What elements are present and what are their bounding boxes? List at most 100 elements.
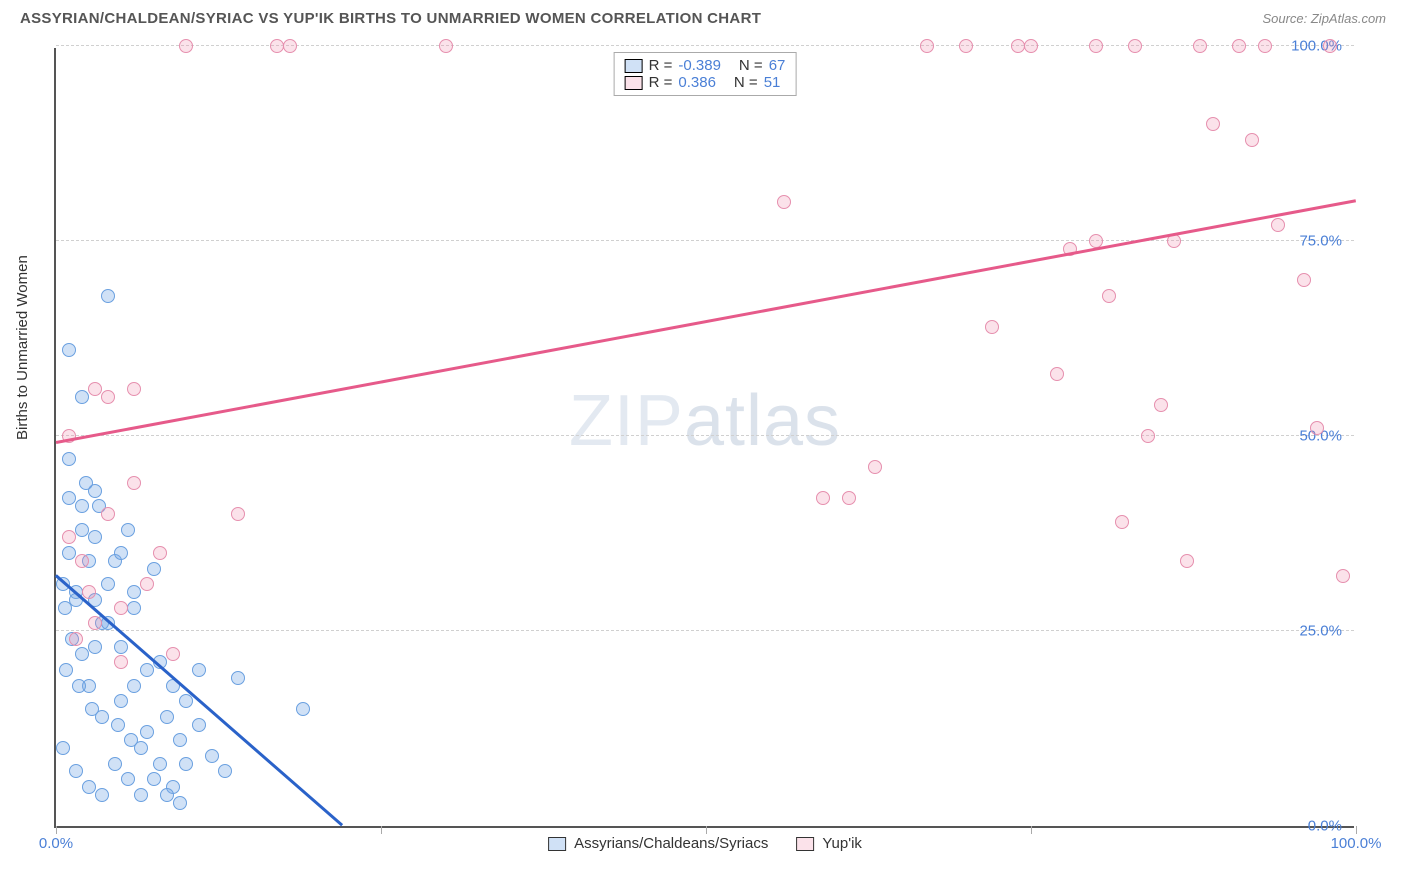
data-point bbox=[959, 39, 973, 53]
data-point bbox=[72, 679, 86, 693]
x-tick-label: 0.0% bbox=[39, 835, 73, 852]
data-point bbox=[179, 694, 193, 708]
legend-item: Yup'ik bbox=[796, 835, 862, 852]
data-point bbox=[114, 601, 128, 615]
x-tick bbox=[1031, 826, 1032, 834]
data-point bbox=[1323, 39, 1337, 53]
data-point bbox=[62, 530, 76, 544]
y-tick-label: 0.0% bbox=[1308, 818, 1342, 835]
data-point bbox=[121, 772, 135, 786]
data-point bbox=[296, 702, 310, 716]
watermark: ZIPatlas bbox=[569, 380, 841, 462]
y-tick-label: 75.0% bbox=[1299, 233, 1342, 250]
gridline-h bbox=[56, 435, 1354, 436]
data-point bbox=[140, 663, 154, 677]
data-point bbox=[147, 562, 161, 576]
data-point bbox=[127, 585, 141, 599]
data-point bbox=[1297, 273, 1311, 287]
data-point bbox=[134, 788, 148, 802]
correlation-legend-row: R = -0.389N = 67 bbox=[625, 57, 786, 74]
correlation-legend-row: R = 0.386N = 51 bbox=[625, 74, 786, 91]
data-point bbox=[82, 780, 96, 794]
data-point bbox=[173, 733, 187, 747]
data-point bbox=[153, 757, 167, 771]
y-axis-label: Births to Unmarried Women bbox=[14, 255, 31, 440]
data-point bbox=[153, 546, 167, 560]
x-tick bbox=[56, 826, 57, 834]
data-point bbox=[160, 710, 174, 724]
data-point bbox=[101, 507, 115, 521]
data-point bbox=[140, 577, 154, 591]
data-point bbox=[101, 390, 115, 404]
data-point bbox=[59, 663, 73, 677]
data-point bbox=[205, 749, 219, 763]
data-point bbox=[88, 530, 102, 544]
data-point bbox=[127, 601, 141, 615]
data-point bbox=[62, 546, 76, 560]
data-point bbox=[179, 757, 193, 771]
gridline-h bbox=[56, 630, 1354, 631]
data-point bbox=[920, 39, 934, 53]
data-point bbox=[231, 671, 245, 685]
data-point bbox=[114, 640, 128, 654]
data-point bbox=[173, 796, 187, 810]
data-point bbox=[1011, 39, 1025, 53]
data-point bbox=[270, 39, 284, 53]
series-legend: Assyrians/Chaldeans/Syriacs Yup'ik bbox=[548, 835, 862, 852]
x-tick bbox=[381, 826, 382, 834]
data-point bbox=[127, 679, 141, 693]
data-point bbox=[85, 702, 99, 716]
data-point bbox=[1258, 39, 1272, 53]
data-point bbox=[816, 491, 830, 505]
x-tick-label: 100.0% bbox=[1331, 835, 1382, 852]
data-point bbox=[1089, 39, 1103, 53]
correlation-legend: R = -0.389N = 67R = 0.386N = 51 bbox=[614, 52, 797, 96]
data-point bbox=[114, 546, 128, 560]
data-point bbox=[1102, 289, 1116, 303]
data-point bbox=[1128, 39, 1142, 53]
data-point bbox=[140, 725, 154, 739]
data-point bbox=[283, 39, 297, 53]
data-point bbox=[62, 343, 76, 357]
chart-title: ASSYRIAN/CHALDEAN/SYRIAC VS YUP'IK BIRTH… bbox=[20, 10, 761, 27]
data-point bbox=[1180, 554, 1194, 568]
data-point bbox=[127, 476, 141, 490]
chart-plot-area: ZIPatlas R = -0.389N = 67R = 0.386N = 51… bbox=[54, 48, 1354, 828]
legend-swatch bbox=[796, 837, 814, 851]
data-point bbox=[1141, 429, 1155, 443]
data-point bbox=[1232, 39, 1246, 53]
data-point bbox=[1024, 39, 1038, 53]
data-point bbox=[1193, 39, 1207, 53]
data-point bbox=[147, 772, 161, 786]
source-label: Source: ZipAtlas.com bbox=[1262, 11, 1386, 26]
data-point bbox=[75, 554, 89, 568]
data-point bbox=[1245, 133, 1259, 147]
x-tick bbox=[1356, 826, 1357, 834]
data-point bbox=[82, 585, 96, 599]
data-point bbox=[985, 320, 999, 334]
data-point bbox=[124, 733, 138, 747]
legend-swatch bbox=[548, 837, 566, 851]
data-point bbox=[439, 39, 453, 53]
y-tick-label: 25.0% bbox=[1299, 623, 1342, 640]
data-point bbox=[69, 632, 83, 646]
legend-item: Assyrians/Chaldeans/Syriacs bbox=[548, 835, 768, 852]
data-point bbox=[75, 390, 89, 404]
data-point bbox=[192, 663, 206, 677]
data-point bbox=[88, 616, 102, 630]
data-point bbox=[56, 741, 70, 755]
data-point bbox=[114, 694, 128, 708]
data-point bbox=[111, 718, 125, 732]
data-point bbox=[114, 655, 128, 669]
data-point bbox=[75, 523, 89, 537]
data-point bbox=[108, 757, 122, 771]
data-point bbox=[868, 460, 882, 474]
data-point bbox=[1310, 421, 1324, 435]
data-point bbox=[121, 523, 135, 537]
x-tick bbox=[706, 826, 707, 834]
data-point bbox=[1206, 117, 1220, 131]
data-point bbox=[1050, 367, 1064, 381]
data-point bbox=[62, 452, 76, 466]
data-point bbox=[95, 788, 109, 802]
data-point bbox=[75, 499, 89, 513]
